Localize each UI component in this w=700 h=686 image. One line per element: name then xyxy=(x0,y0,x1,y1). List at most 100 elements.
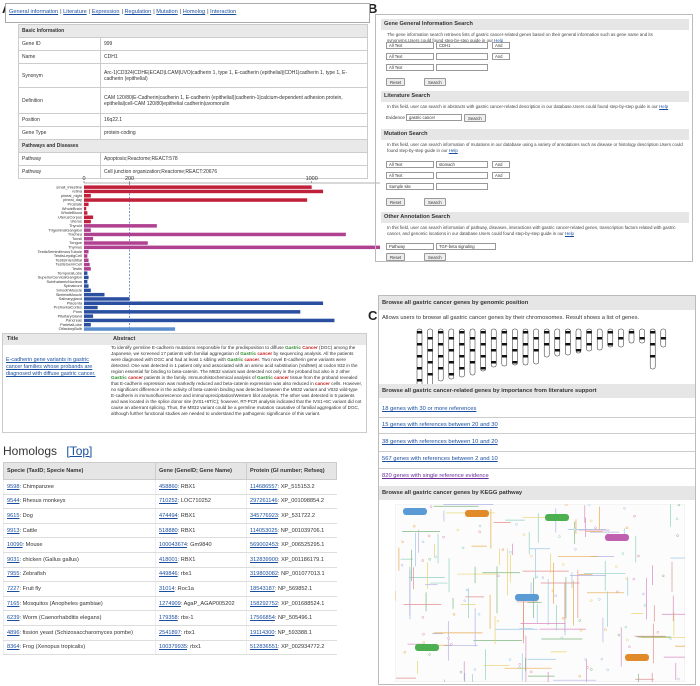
geneid-link[interactable]: 474494 xyxy=(159,512,178,519)
geneid-link[interactable]: 100043674 xyxy=(159,542,187,549)
query-input-2[interactable] xyxy=(436,172,488,179)
gi-link[interactable]: 19114300 xyxy=(250,629,275,636)
nav-expression[interactable]: Expression xyxy=(91,9,120,15)
chromosome[interactable] xyxy=(628,328,635,344)
pathway-module[interactable] xyxy=(625,654,649,661)
pathway-module[interactable] xyxy=(545,514,569,521)
chromosome[interactable] xyxy=(543,328,550,358)
abstract-title-link[interactable]: E-cadherin gene variants in gastric canc… xyxy=(6,357,96,377)
pathway-module[interactable] xyxy=(605,534,629,541)
nav-literature[interactable]: Literature xyxy=(63,9,87,15)
chromosome[interactable] xyxy=(437,328,444,382)
taxid-link[interactable]: 7227 xyxy=(7,585,20,592)
taxid-link[interactable]: 4896 xyxy=(7,629,20,636)
geneid-link[interactable]: 1274909 xyxy=(159,600,181,607)
taxid-link[interactable]: 9544 xyxy=(7,498,20,505)
chromosome[interactable] xyxy=(533,328,539,365)
geneid-link[interactable]: 100379935 xyxy=(159,644,187,651)
gi-link[interactable]: 569002453 xyxy=(250,542,278,549)
query-input-2[interactable] xyxy=(436,53,488,60)
chromosome[interactable] xyxy=(469,328,476,376)
help-link[interactable]: Help xyxy=(659,104,669,109)
taxid-link[interactable]: 7955 xyxy=(7,571,20,578)
gi-link[interactable]: 17566854 xyxy=(250,615,275,622)
evidence-input[interactable]: gastric cancer xyxy=(406,114,462,121)
sample-site-select[interactable]: Sample site xyxy=(386,183,434,190)
help-link[interactable]: Help xyxy=(448,147,458,153)
gene-query-input[interactable]: CDH1 xyxy=(436,42,488,49)
pathway-module[interactable] xyxy=(403,508,427,515)
op-select-2[interactable]: And xyxy=(492,172,510,179)
geneid-link[interactable]: 449846 xyxy=(159,571,178,578)
field-select-2[interactable]: All Text xyxy=(386,53,434,60)
annotation-query-input[interactable]: TGF-beta signaling xyxy=(436,243,496,250)
annotation-type-select[interactable]: Pathway xyxy=(386,243,434,250)
gi-link[interactable]: 114053025 xyxy=(250,527,278,534)
search-button[interactable]: Search xyxy=(424,78,446,86)
search-button[interactable]: Search xyxy=(464,114,486,122)
chromosome[interactable] xyxy=(649,328,656,370)
search-button[interactable]: Search xyxy=(424,198,446,206)
pathway-module[interactable] xyxy=(465,510,489,517)
sample-input[interactable] xyxy=(436,183,488,190)
chromosome[interactable] xyxy=(565,328,571,356)
taxid-link[interactable]: 6239 xyxy=(7,615,20,622)
gi-link[interactable]: 512836551 xyxy=(250,644,278,651)
help-link[interactable]: Help xyxy=(564,230,574,236)
gi-link[interactable]: 18543187 xyxy=(250,585,275,592)
refs-10-20-link[interactable]: 38 genes with references between 10 and … xyxy=(382,439,498,445)
help-link[interactable]: Help xyxy=(494,37,504,43)
gi-link[interactable]: 345776923 xyxy=(250,512,278,519)
nav-regulation[interactable]: Regulation xyxy=(124,9,152,15)
chromosome[interactable] xyxy=(554,328,561,357)
taxid-link[interactable]: 9598 xyxy=(7,483,20,490)
chromosome[interactable] xyxy=(596,328,603,351)
chromosome[interactable] xyxy=(575,328,582,354)
chromosome[interactable] xyxy=(490,328,497,368)
chromosome[interactable] xyxy=(522,328,529,366)
gi-link[interactable]: 319803082 xyxy=(250,571,278,578)
pathway-module[interactable] xyxy=(415,644,439,651)
reset-button[interactable]: Reset xyxy=(386,78,406,86)
chromosome[interactable] xyxy=(501,328,508,367)
chromosome[interactable] xyxy=(660,328,667,348)
nav-interaction[interactable]: Interaction xyxy=(210,9,237,15)
taxid-link[interactable]: 10090 xyxy=(7,542,23,549)
chromosome[interactable] xyxy=(512,328,518,366)
geneid-link[interactable]: 518880 xyxy=(159,527,178,534)
chromosome[interactable] xyxy=(607,328,614,348)
taxid-link[interactable]: 9031 xyxy=(7,556,20,563)
nav-general-info[interactable]: General information xyxy=(9,9,59,15)
geneid-link[interactable]: 2541897 xyxy=(159,629,181,636)
chromosome[interactable] xyxy=(480,328,486,372)
op-select-1[interactable]: And xyxy=(492,42,510,49)
chromosome[interactable] xyxy=(416,328,423,392)
mutation-query-input[interactable]: stomach xyxy=(436,161,488,168)
op-select-2[interactable]: And xyxy=(492,53,510,60)
refs-20-30-link[interactable]: 15 genes with references between 20 and … xyxy=(382,422,498,428)
geneid-link[interactable]: 179358 xyxy=(159,615,178,622)
pathway-module[interactable] xyxy=(515,594,539,601)
top-link[interactable]: [Top] xyxy=(66,444,93,458)
refs-2-10-link[interactable]: 567 genes with references between 2 and … xyxy=(382,456,498,462)
query-input-3[interactable] xyxy=(436,64,488,71)
field-select-1[interactable]: All Text xyxy=(386,42,434,49)
geneid-link[interactable]: 418001 xyxy=(159,556,178,563)
gi-link[interactable]: 297261146 xyxy=(250,498,278,505)
refs-single-link[interactable]: 820 genes with single reference evidence xyxy=(382,473,489,479)
field-select-2[interactable]: All Text xyxy=(386,172,434,179)
chromosome[interactable] xyxy=(639,328,645,344)
taxid-link[interactable]: 9615 xyxy=(7,512,20,519)
taxid-link[interactable]: 9913 xyxy=(7,527,20,534)
refs-30-plus-link[interactable]: 18 genes with 30 or more references xyxy=(382,406,477,412)
field-select-3[interactable]: All Text xyxy=(386,64,434,71)
field-select-1[interactable]: All Text xyxy=(386,161,434,168)
gi-link[interactable]: 158292752 xyxy=(250,600,278,607)
reset-button[interactable]: Reset xyxy=(386,253,406,261)
chromosome[interactable] xyxy=(459,328,465,378)
reset-button[interactable]: Reset xyxy=(386,198,406,206)
geneid-link[interactable]: 31014 xyxy=(159,585,175,592)
chromosome[interactable] xyxy=(618,328,624,348)
nav-homolog[interactable]: Homolog xyxy=(182,9,206,15)
chromosome[interactable] xyxy=(586,328,592,352)
